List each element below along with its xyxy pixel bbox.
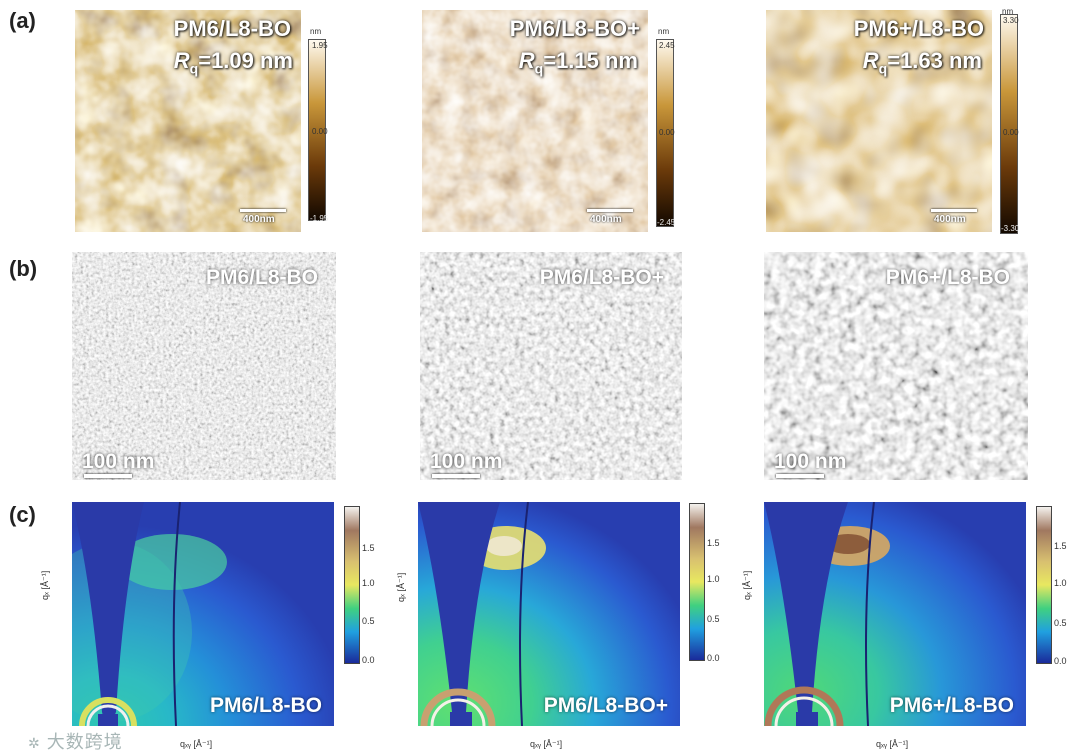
giwaxs-xlabel-3: qₓᵧ [Å⁻¹] — [876, 739, 909, 749]
afm-cbar-mid-2: 0.00 — [659, 128, 675, 137]
afm-colorbar-2 — [656, 39, 674, 227]
giwaxs-cbar-tick-1-2: 0.5 — [362, 616, 375, 626]
giwaxs-cbar-tick-1-0: 1.5 — [362, 543, 375, 553]
afm-cbar-min-3: -3.30 — [1001, 224, 1020, 233]
tem-title-3: PM6+/L8-BO — [885, 266, 1010, 289]
afm-cbar-mid-3: 0.00 — [1003, 128, 1019, 137]
afm-colorbar-3 — [1000, 14, 1018, 234]
tem-title-1: PM6/L8-BO — [205, 266, 318, 289]
afm-rq-2: Rq=1.15 nm — [518, 48, 638, 77]
afm-image-3: PM6+/L8-BO Rq=1.63 nm 400nm — [766, 10, 992, 232]
afm-scale-bar-2 — [587, 209, 633, 212]
tem-scale-bar-3 — [776, 474, 824, 478]
giwaxs-cbar-tick-3-3: 0.0 — [1054, 656, 1067, 666]
giwaxs-cbar-tick-2-1: 1.0 — [707, 574, 720, 584]
tem-image-1: PM6/L8-BO 100 nm — [72, 252, 336, 480]
tem-image-3: PM6+/L8-BO 100 nm — [764, 252, 1028, 480]
tem-image-2: PM6/L8-BO+ 100 nm — [420, 252, 682, 480]
giwaxs-map-2: PM6/L8-BO+ — [418, 502, 680, 726]
tem-scale-label-3: 100 nm — [774, 450, 847, 473]
giwaxs-ylabel-1: qₓ [Å⁻¹] — [40, 570, 50, 600]
afm-cbar-max-2: 2.45 — [659, 41, 675, 50]
panel-label-a: (a) — [9, 8, 36, 33]
afm-cbar-max-1: 1.95 — [312, 41, 328, 50]
tem-scale-label-1: 100 nm — [82, 450, 155, 473]
giwaxs-colorbar-2 — [689, 503, 705, 661]
giwaxs-colorbar-3 — [1036, 506, 1052, 664]
giwaxs-title-3: PM6+/L8-BO — [889, 694, 1014, 717]
giwaxs-cbar-tick-1-1: 1.0 — [362, 578, 375, 588]
afm-rq-3: Rq=1.63 nm — [862, 48, 982, 77]
afm-image-1: PM6/L8-BO Rq=1.09 nm 400nm — [75, 10, 301, 232]
afm-scale-label-3: 400nm — [934, 214, 966, 225]
afm-scale-label-2: 400nm — [590, 214, 622, 225]
afm-colorbar-1 — [308, 39, 326, 221]
giwaxs-cbar-tick-3-1: 1.0 — [1054, 578, 1067, 588]
afm-title-3: PM6+/L8-BO — [853, 16, 984, 41]
giwaxs-title-1: PM6/L8-BO — [209, 694, 322, 717]
afm-cbar-min-1: -1.95 — [310, 214, 329, 223]
giwaxs-map-3: PM6+/L8-BO — [764, 502, 1026, 726]
panel-label-c: (c) — [9, 502, 36, 527]
afm-cbar-unit-1: nm — [310, 27, 322, 36]
tem-scale-bar-1 — [84, 474, 132, 478]
watermark: ✲ 大数跨境 — [28, 732, 123, 752]
giwaxs-cbar-tick-2-0: 1.5 — [707, 538, 720, 548]
watermark-icon: ✲ — [28, 735, 41, 751]
giwaxs-ylabel-3: qₓ [Å⁻¹] — [742, 570, 752, 600]
afm-scale-bar-1 — [240, 209, 286, 212]
giwaxs-colorbar-1 — [344, 506, 360, 664]
giwaxs-xlabel-2: qₓᵧ [Å⁻¹] — [530, 739, 563, 749]
tem-title-2: PM6/L8-BO+ — [539, 266, 664, 289]
afm-image-2: PM6/L8-BO+ Rq=1.15 nm 400nm — [422, 10, 648, 232]
afm-cbar-unit-3: nm — [1002, 7, 1014, 16]
afm-scale-label-1: 400nm — [243, 214, 275, 225]
afm-title-2: PM6/L8-BO+ — [509, 16, 640, 41]
panel-label-b: (b) — [9, 256, 38, 281]
giwaxs-title-2: PM6/L8-BO+ — [543, 694, 668, 717]
giwaxs-cbar-tick-3-0: 1.5 — [1054, 541, 1067, 551]
giwaxs-map-1: PM6/L8-BO — [72, 502, 334, 726]
tem-scale-bar-2 — [432, 474, 480, 478]
giwaxs-cbar-tick-2-3: 0.0 — [707, 653, 720, 663]
afm-title-1: PM6/L8-BO — [173, 16, 291, 41]
afm-rq-1: Rq=1.09 nm — [173, 48, 293, 77]
afm-cbar-unit-2: nm — [658, 27, 670, 36]
afm-cbar-max-3: 3.30 — [1003, 16, 1019, 25]
giwaxs-cbar-tick-2-2: 0.5 — [707, 614, 720, 624]
afm-cbar-min-2: -2.45 — [657, 218, 676, 227]
afm-cbar-mid-1: 0.00 — [312, 127, 328, 136]
tem-scale-label-2: 100 nm — [430, 450, 503, 473]
afm-scale-bar-3 — [931, 209, 977, 212]
giwaxs-ylabel-2: qₓ [Å⁻¹] — [396, 572, 406, 602]
giwaxs-cbar-tick-3-2: 0.5 — [1054, 618, 1067, 628]
giwaxs-cbar-tick-1-3: 0.0 — [362, 655, 375, 665]
giwaxs-xlabel-1: qₓᵧ [Å⁻¹] — [180, 739, 213, 749]
